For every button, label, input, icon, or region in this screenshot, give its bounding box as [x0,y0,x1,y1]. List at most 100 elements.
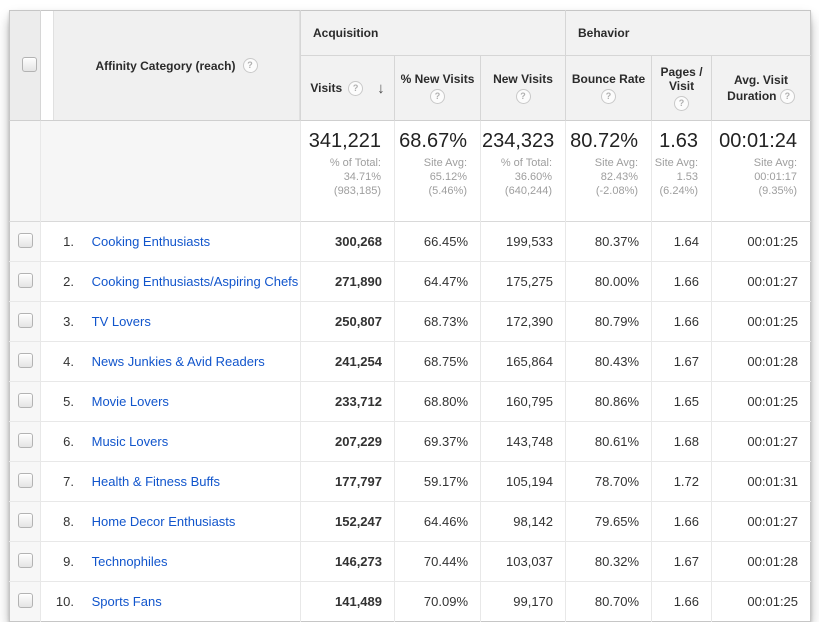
pct-new-visits-value: 68.75% [394,341,481,382]
row-checkbox[interactable] [17,312,33,328]
pages-per-visit-value: 1.72 [651,461,712,502]
pages-per-visit-value: 1.67 [651,341,712,382]
row-checkbox[interactable] [17,272,33,288]
help-icon[interactable]: ? [515,89,531,104]
group-header-acquisition: Acquisition [299,10,566,56]
summary-avg-visit-duration: 00:01:24 Site Avg: 00:01:17 (9.35%) [711,120,811,222]
help-icon[interactable]: ? [430,89,445,104]
category-link[interactable]: Movie Lovers [91,394,169,409]
table-row: 3. TV Lovers 250,807 68.73% 172,390 80.7… [9,301,811,342]
pct-new-visits-value: 69.37% [394,421,481,462]
category-link[interactable]: Home Decor Enthusiasts [91,514,236,529]
table-row: 4. News Junkies & Avid Readers 241,254 6… [9,341,811,382]
new-visits-value: 160,795 [479,381,566,422]
column-header-pages-per-visit[interactable]: Pages / Visit ? [651,55,712,121]
category-link[interactable]: News Junkies & Avid Readers [91,354,265,369]
table-row: 5. Movie Lovers 233,712 68.80% 160,795 8… [9,381,811,422]
category-cell: 5. Movie Lovers [40,381,301,422]
pct-new-visits-value: 70.44% [394,541,481,582]
column-header-pct-new-visits[interactable]: % New Visits ? [394,55,481,121]
pages-per-visit-header-label: Pages / Visit [660,65,703,93]
help-icon[interactable]: ? [674,96,690,111]
pages-per-visit-value: 1.65 [651,381,712,422]
pages-per-visit-value: 1.67 [651,541,712,582]
row-index: 1. [63,234,74,249]
column-header-new-visits[interactable]: New Visits ? [479,55,566,121]
category-cell: 9. Technophiles [40,541,301,582]
visits-value: 241,254 [300,341,395,382]
category-link[interactable]: Cooking Enthusiasts [91,234,211,249]
row-checkbox[interactable] [17,552,33,568]
dimension-header[interactable]: Affinity Category (reach) ? [53,10,300,121]
visits-value: 207,229 [300,421,395,462]
category-link[interactable]: Technophiles [91,554,168,569]
avg-visit-duration-value: 00:01:27 [711,501,811,542]
column-header-avg-visit-duration[interactable]: Avg. Visit Duration ? [711,55,811,121]
select-all-checkbox[interactable] [22,56,37,72]
category-cell: 1. Cooking Enthusiasts [40,221,301,262]
help-icon[interactable]: ? [348,80,364,96]
group-header-row: Affinity Category (reach) ? Acquisition … [9,10,811,121]
summary-bounce-rate-value: 80.72% [570,130,639,152]
table-row: 1. Cooking Enthusiasts 300,268 66.45% 19… [9,221,811,262]
summary-visits: 341,221 % of Total: 34.71% (983,185) [300,120,395,222]
avg-visit-duration-value: 00:01:25 [711,301,811,342]
bounce-rate-value: 80.37% [565,221,652,262]
category-cell: 6. Music Lovers [40,421,301,462]
row-index: 10. [55,594,74,609]
category-link[interactable]: TV Lovers [91,314,151,329]
help-icon[interactable]: ? [242,58,258,73]
new-visits-value: 99,170 [479,581,566,622]
new-visits-value: 172,390 [479,301,566,342]
row-checkbox[interactable] [17,432,33,448]
bounce-rate-value: 80.79% [565,301,652,342]
category-link[interactable]: Music Lovers [91,434,169,449]
category-link[interactable]: Cooking Enthusiasts/Aspiring Chefs [91,274,299,289]
avg-visit-duration-value: 00:01:28 [711,541,811,582]
table-row: 8. Home Decor Enthusiasts 152,247 64.46%… [9,501,811,542]
sort-descending-icon[interactable]: ↓ [377,79,385,97]
visits-value: 300,268 [300,221,395,262]
row-checkbox[interactable] [17,352,33,368]
row-checkbox-cell [9,541,41,582]
pct-new-visits-value: 66.45% [394,221,481,262]
row-checkbox-cell [9,261,41,302]
help-icon[interactable]: ? [779,89,795,105]
category-cell: 10. Sports Fans [40,581,301,622]
category-link[interactable]: Sports Fans [91,594,162,609]
table-row: 2. Cooking Enthusiasts/Aspiring Chefs 27… [9,261,811,302]
visits-value: 141,489 [300,581,395,622]
category-link[interactable]: Health & Fitness Buffs [91,474,220,489]
row-checkbox[interactable] [17,392,33,408]
bounce-rate-value: 79.65% [565,501,652,542]
group-header-behavior: Behavior [565,10,811,56]
avg-visit-duration-header-label: Avg. Visit Duration [727,72,789,103]
column-header-row: Visits ? ↓ % New Visits ? New Visits ? [10,55,811,121]
row-checkbox[interactable] [17,472,33,488]
pct-new-visits-value: 68.73% [394,301,481,342]
row-checkbox-cell [9,301,41,342]
help-icon[interactable]: ? [601,89,617,104]
column-header-visits[interactable]: Visits ? ↓ [300,55,395,121]
dimension-header-cell: Affinity Category (reach) ? [40,10,301,121]
row-checkbox[interactable] [17,512,33,528]
new-visits-value: 175,275 [479,261,566,302]
summary-pages-per-visit-value: 1.63 [659,130,699,152]
pct-new-visits-value: 68.80% [394,381,481,422]
column-header-bounce-rate[interactable]: Bounce Rate ? [565,55,652,121]
bounce-rate-header-label: Bounce Rate [571,72,646,86]
row-index: 7. [63,474,74,489]
category-cell: 7. Health & Fitness Buffs [40,461,301,502]
row-checkbox-cell [9,501,41,542]
row-checkbox[interactable] [17,592,33,608]
row-checkbox[interactable] [17,232,33,248]
summary-row: 341,221 % of Total: 34.71% (983,185) 68.67… [9,120,811,222]
bounce-rate-value: 80.43% [565,341,652,382]
visits-value: 152,247 [300,501,395,542]
table-row: 9. Technophiles 146,273 70.44% 103,037 8… [9,541,811,582]
pct-new-visits-header-label: % New Visits [400,72,475,86]
visits-value: 233,712 [300,381,395,422]
avg-visit-duration-value: 00:01:25 [711,381,811,422]
category-cell: 8. Home Decor Enthusiasts [40,501,301,542]
row-checkbox-cell [9,221,41,262]
